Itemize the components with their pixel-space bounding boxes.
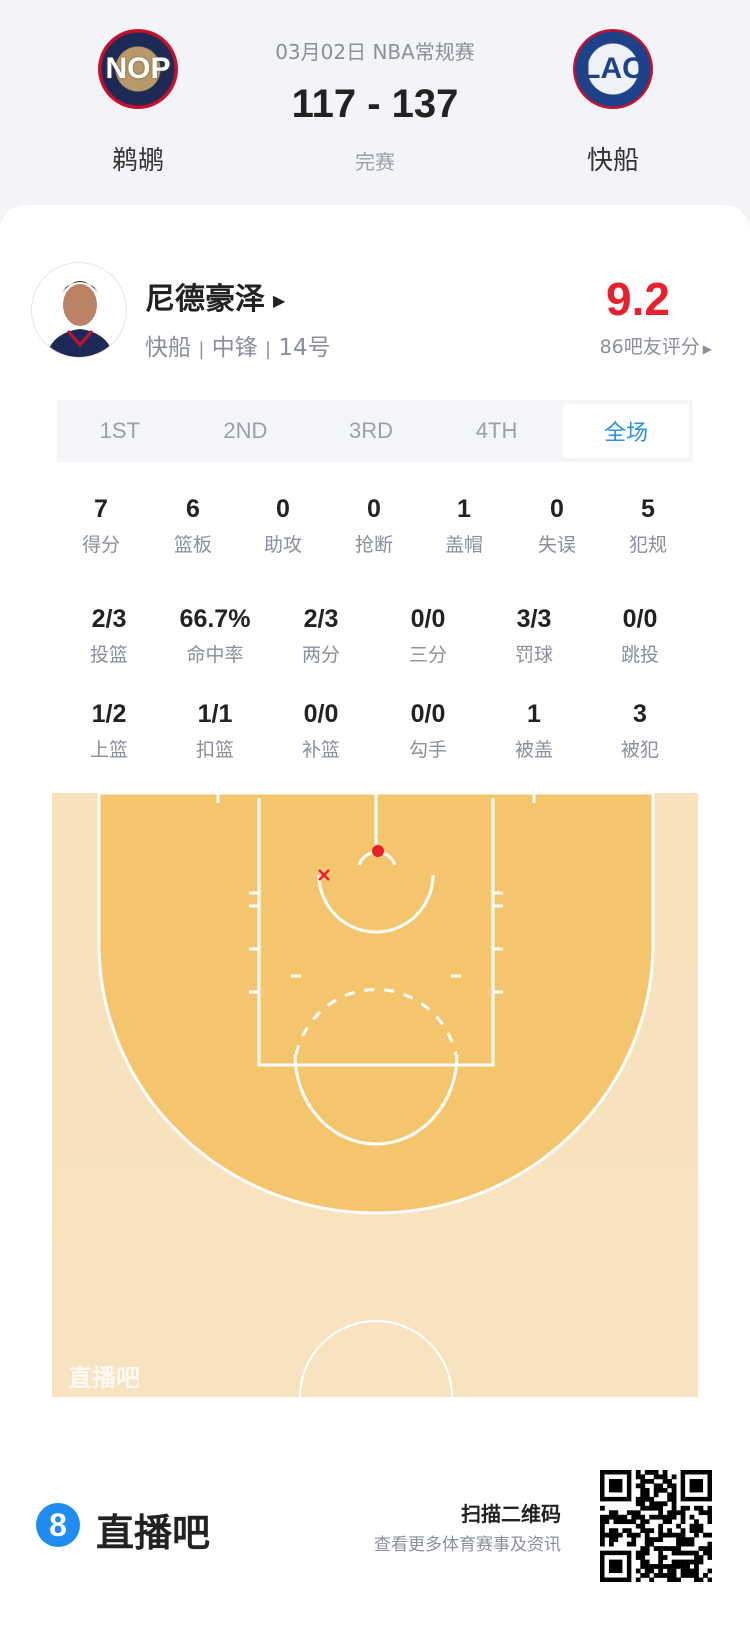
stat-value: 5 xyxy=(641,495,655,523)
stat-label: 命中率 xyxy=(186,644,244,666)
stat-label: 投篮 xyxy=(89,644,129,666)
nop-logo-text: NOP xyxy=(105,52,171,85)
court-watermark: 直播吧 xyxy=(68,1364,140,1392)
player-team: 快船 xyxy=(145,335,191,361)
stat-label: 盖帽 xyxy=(444,534,484,556)
match-status: 完赛 xyxy=(355,150,395,174)
stat-stats_row1-0: 7 得分 xyxy=(82,495,120,557)
stat-label: 罚球 xyxy=(514,644,554,666)
player-position: 中锋 xyxy=(211,335,258,361)
stat-stats_row1-1: 6 篮板 xyxy=(174,495,212,557)
stat-label: 被盖 xyxy=(514,739,554,761)
stat-value: 0 xyxy=(276,495,290,523)
qr-code[interactable] xyxy=(600,1470,712,1582)
stat-label: 跳投 xyxy=(620,644,660,666)
three-point-line xyxy=(97,793,655,1215)
stat-value: 0/0 xyxy=(622,605,658,633)
brand-name: 直播吧 xyxy=(96,1511,211,1555)
player-name-link[interactable]: 尼德豪泽 ▶ xyxy=(145,274,285,318)
stat-value: 2/3 xyxy=(303,605,339,633)
stat-label: 犯规 xyxy=(628,534,668,556)
stat-stats_row1-6: 5 犯规 xyxy=(629,495,667,557)
shot-made-marker[interactable] xyxy=(372,845,384,857)
stat-stats_row2-2: 2/3 两分 xyxy=(302,605,340,667)
stat-label: 两分 xyxy=(301,644,341,666)
stat-label: 勾手 xyxy=(408,739,448,761)
stat-value: 1/1 xyxy=(197,700,233,728)
stat-value: 3/3 xyxy=(516,605,552,633)
stat-stats_row1-4: 1 盖帽 xyxy=(445,495,483,557)
stat-stats_row3-5: 3 被犯 xyxy=(621,700,659,762)
nop-team-logo[interactable]: NOP xyxy=(98,29,178,109)
stat-value: 6 xyxy=(186,495,200,523)
shot-chart-court: 直播吧 xyxy=(52,793,698,1397)
stat-label: 补篮 xyxy=(301,739,341,761)
stat-value: 1/2 xyxy=(91,700,127,728)
caret-right-icon: ▶ xyxy=(273,291,286,310)
stat-stats_row3-1: 1/1 扣篮 xyxy=(196,700,234,762)
stat-value: 0 xyxy=(550,495,564,523)
stat-value: 2/3 xyxy=(91,605,127,633)
stat-value: 0/0 xyxy=(410,700,446,728)
stat-label: 助攻 xyxy=(263,534,303,556)
stat-value: 1 xyxy=(457,495,471,523)
stat-label: 抢断 xyxy=(354,534,394,556)
stat-stats_row2-1: 66.7% 命中率 xyxy=(180,605,251,667)
stat-stats_row2-0: 2/3 投篮 xyxy=(90,605,128,667)
stat-stats_row1-5: 0 失误 xyxy=(538,495,576,557)
stat-stats_row2-3: 0/0 三分 xyxy=(409,605,447,667)
stat-stats_row2-5: 0/0 跳投 xyxy=(621,605,659,667)
stat-value: 66.7% xyxy=(179,605,251,633)
tab-3rd[interactable]: 3RD xyxy=(348,418,393,443)
stat-label: 得分 xyxy=(81,534,121,556)
lac-team-logo[interactable]: LAC xyxy=(573,29,653,109)
stat-label: 篮板 xyxy=(173,534,213,556)
tab-full-game[interactable]: 全场 xyxy=(563,404,689,458)
paint xyxy=(257,798,495,1067)
caret-right-icon: ▶ xyxy=(702,342,712,356)
center-circle xyxy=(299,1320,453,1397)
stat-label: 上篮 xyxy=(89,739,129,761)
player-avatar[interactable] xyxy=(31,262,127,358)
stat-value: 7 xyxy=(94,495,108,523)
stat-stats_row3-0: 1/2 上篮 xyxy=(90,700,128,762)
away-team-name: 快船 xyxy=(586,146,639,176)
scan-subtitle: 查看更多体育赛事及资讯 xyxy=(374,1535,561,1555)
player-info: 快船 | 中锋 | 14号 xyxy=(145,335,331,361)
stat-stats_row1-3: 0 抢断 xyxy=(355,495,393,557)
player-photo-icon xyxy=(46,281,114,357)
stat-label: 被犯 xyxy=(620,739,660,761)
home-team-name: 鹈鹕 xyxy=(111,146,164,176)
stat-stats_row1-2: 0 助攻 xyxy=(264,495,302,557)
stat-label: 失误 xyxy=(537,534,577,556)
lac-logo-text: LAC xyxy=(582,52,644,85)
match-date-league: 03月02日 NBA常规赛 xyxy=(275,40,475,64)
stat-stats_row3-2: 0/0 补篮 xyxy=(302,700,340,762)
stat-label: 三分 xyxy=(408,644,448,666)
stat-value: 0/0 xyxy=(303,700,339,728)
stat-stats_row3-4: 1 被盖 xyxy=(515,700,553,762)
scan-title: 扫描二维码 xyxy=(461,1502,561,1526)
player-number: 14号 xyxy=(278,335,331,361)
match-score: 117 - 137 xyxy=(291,82,459,126)
shot-missed-marker[interactable] xyxy=(318,869,330,881)
tab-4th[interactable]: 4TH xyxy=(475,418,518,443)
player-rating: 9.2 xyxy=(606,273,670,325)
stat-value: 0/0 xyxy=(410,605,446,633)
stat-value: 0 xyxy=(367,495,381,523)
free-throw-circle xyxy=(293,1054,459,1146)
rating-label: 86吧友评分 xyxy=(599,336,700,358)
tab-1st[interactable]: 1ST xyxy=(99,418,140,443)
stat-stats_row2-4: 3/3 罚球 xyxy=(515,605,553,667)
stat-label: 扣篮 xyxy=(195,739,235,761)
player-name: 尼德豪泽 xyxy=(145,282,265,317)
stat-value: 3 xyxy=(633,700,647,728)
stat-value: 1 xyxy=(527,700,541,728)
stat-stats_row3-3: 0/0 勾手 xyxy=(409,700,447,762)
rating-link[interactable]: 86吧友评分 ▶ xyxy=(600,332,712,359)
tab-2nd[interactable]: 2ND xyxy=(223,418,268,443)
period-tabs: 1ST 2ND 3RD 4TH 全场 xyxy=(57,400,693,462)
brand-logo-icon: 8 xyxy=(36,1503,80,1547)
